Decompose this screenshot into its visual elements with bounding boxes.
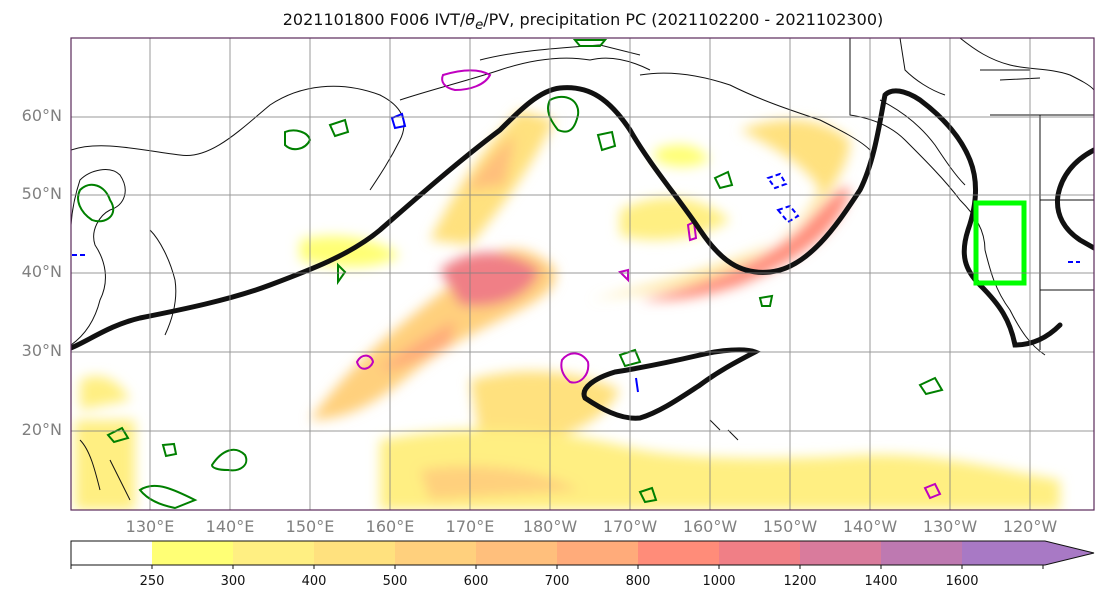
graticule: [71, 38, 1094, 510]
lon-label-130e: 130°E: [125, 517, 175, 536]
map-frame: [70, 37, 1095, 511]
coastlines: [71, 38, 1094, 501]
colorbar-segment: [881, 541, 963, 565]
lon-label-130w: 130°W: [922, 517, 978, 536]
colorbar-tick-1200: 1200: [783, 574, 817, 589]
colorbar-segment: [719, 541, 801, 565]
lon-label-180w: 180°W: [522, 517, 578, 536]
lon-label-150w: 150°W: [762, 517, 818, 536]
lon-label-160w: 160°W: [682, 517, 738, 536]
colorbar-tick-500: 500: [382, 574, 408, 589]
colorbar-tick-1000: 1000: [702, 574, 736, 589]
colorbar: [70, 540, 1095, 569]
colorbar-tick-300: 300: [220, 574, 246, 589]
colorbar-segment: [233, 541, 315, 565]
lat-label-50n: 50°N: [21, 184, 62, 203]
colorbar-segment: [800, 541, 882, 565]
colorbar-tick-400: 400: [301, 574, 327, 589]
lon-label-170e: 170°E: [445, 517, 495, 536]
lat-label-30n: 30°N: [21, 341, 62, 360]
colorbar-tick-1600: 1600: [945, 574, 979, 589]
colorbar-segment: [638, 541, 720, 565]
colorbar-tick-1400: 1400: [864, 574, 898, 589]
colorbar-tick-600: 600: [463, 574, 489, 589]
lat-label-40n: 40°N: [21, 262, 62, 281]
lat-label-20n: 20°N: [21, 420, 62, 439]
lon-label-170w: 170°W: [602, 517, 658, 536]
lon-label-120w: 120°W: [1002, 517, 1058, 536]
map-title: 2021101800 F006 IVT/θe/PV, precipitation…: [282, 10, 884, 34]
lon-label-150e: 150°E: [285, 517, 335, 536]
lat-label-60n: 60°N: [21, 106, 62, 125]
colorbar-tick-700: 700: [544, 574, 570, 589]
colorbar-segment: [71, 541, 153, 565]
lon-label-140w: 140°W: [842, 517, 898, 536]
lon-label-160e: 160°E: [365, 517, 415, 536]
colorbar-segment: [314, 541, 396, 565]
highlight-box: [973, 200, 1027, 286]
lon-label-140e: 140°E: [205, 517, 255, 536]
colorbar-segments: [71, 541, 1094, 565]
colorbar-segment: [395, 541, 477, 565]
colorbar-tick-800: 800: [625, 574, 651, 589]
colorbar-segment: [962, 541, 1094, 565]
colorbar-tick-250: 250: [139, 574, 165, 589]
colorbar-segment: [152, 541, 234, 565]
map-area: [71, 38, 1094, 510]
colorbar-segment: [557, 541, 639, 565]
theta-e-contours: [77, 39, 944, 510]
pv-contours: [72, 69, 1080, 500]
colorbar-segment: [476, 541, 558, 565]
